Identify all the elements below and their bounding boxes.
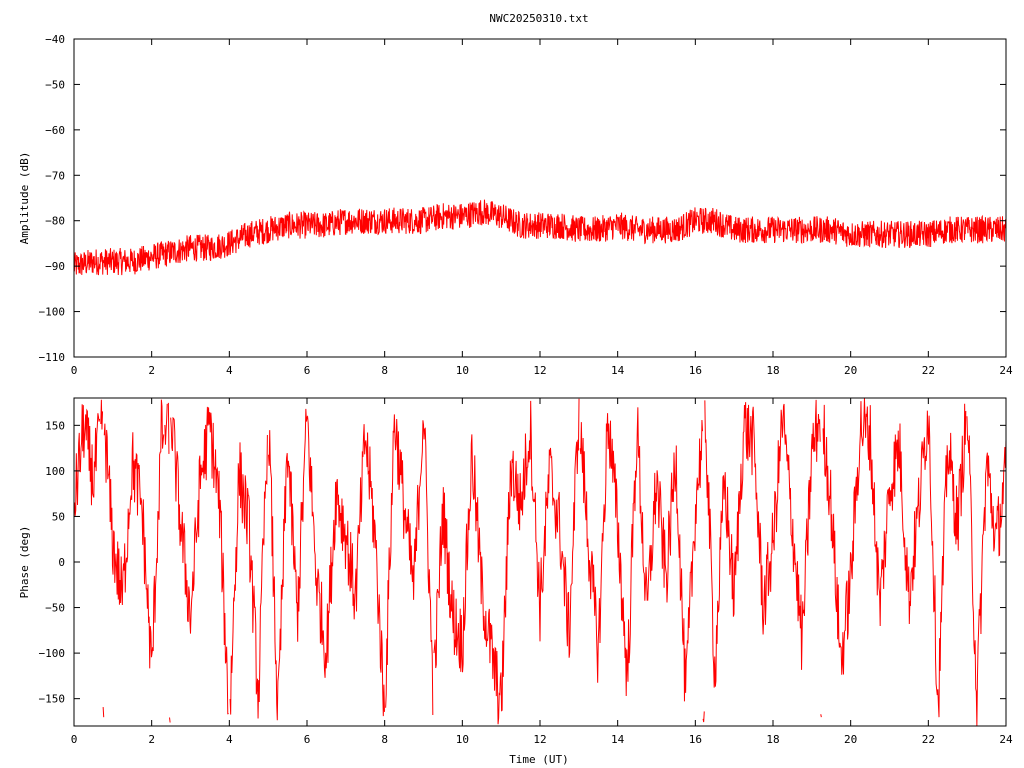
- amplitude-x-tick-label: 16: [689, 364, 702, 377]
- amplitude-x-tick-label: 22: [922, 364, 935, 377]
- time-x-axis-label: Time (UT): [509, 753, 569, 766]
- amplitude-y-axis-label: Amplitude (dB): [18, 152, 31, 245]
- amplitude-x-tick-label: 2: [148, 364, 155, 377]
- amplitude-x-tick-label: 12: [533, 364, 546, 377]
- phase-x-tick-label: 0: [71, 733, 78, 746]
- phase-y-tick-label: 50: [52, 510, 65, 523]
- amplitude-y-tick-label: −70: [45, 169, 65, 182]
- phase-plot-frame: [73, 397, 1007, 727]
- amplitude-y-tick-label: −80: [45, 215, 65, 228]
- amplitude-y-tick-label: −50: [45, 78, 65, 91]
- amplitude-panel: NWC20250310.txt 0 2 4 6 8 10 12 14 16 18 20 22 24−11…: [18, 12, 1013, 377]
- phase-x-tick-label: 14: [611, 733, 625, 746]
- phase-x-tick-label: 4: [226, 733, 233, 746]
- amplitude-x-tick-label: 4: [226, 364, 233, 377]
- amplitude-y-tick-label: −40: [45, 33, 65, 46]
- amplitude-y-tick-label: −100: [39, 306, 66, 319]
- phase-x-tick-label: 6: [304, 733, 311, 746]
- phase-x-tick-label: 10: [456, 733, 469, 746]
- amplitude-y-tick-label: −60: [45, 124, 65, 137]
- phase-y-tick-label: 100: [45, 465, 65, 478]
- phase-y-tick-label: −150: [39, 693, 66, 706]
- phase-y-tick-label: 0: [58, 556, 65, 569]
- amplitude-y-tick-label: −90: [45, 260, 65, 273]
- phase-x-tick-label: 18: [766, 733, 779, 746]
- amplitude-series-line: [73, 199, 1007, 276]
- amplitude-x-tick-label: 0: [71, 364, 78, 377]
- phase-x-tick-label: 20: [844, 733, 857, 746]
- amplitude-trace: [73, 199, 1007, 276]
- phase-ticks: 0 2 4 6 8 10 12 14 16 18 20 22 24−150−100−5005010015…: [39, 398, 1013, 746]
- phase-x-tick-label: 8: [381, 733, 388, 746]
- amplitude-ticks: 0 2 4 6 8 10 12 14 16 18 20 22 24−110−100−90−80−70−6…: [39, 33, 1013, 377]
- phase-y-tick-label: 150: [45, 419, 65, 432]
- phase-x-tick-label: 24: [999, 733, 1013, 746]
- amplitude-x-tick-label: 8: [381, 364, 388, 377]
- amplitude-x-tick-label: 24: [999, 364, 1013, 377]
- amplitude-x-tick-label: 14: [611, 364, 625, 377]
- phase-y-tick-label: −50: [45, 602, 65, 615]
- amplitude-x-tick-label: 10: [456, 364, 469, 377]
- amplitude-x-tick-label: 20: [844, 364, 857, 377]
- phase-y-axis-label: Phase (deg): [18, 526, 31, 599]
- phase-x-tick-label: 12: [533, 733, 546, 746]
- phase-y-tick-label: −100: [39, 647, 66, 660]
- amplitude-x-tick-label: 6: [304, 364, 311, 377]
- amplitude-plot-frame: [73, 38, 1007, 358]
- amplitude-x-tick-label: 18: [766, 364, 779, 377]
- phase-x-tick-label: 2: [148, 733, 155, 746]
- phase-x-tick-label: 22: [922, 733, 935, 746]
- amplitude-y-tick-label: −110: [39, 351, 66, 364]
- phase-panel: 0 2 4 6 8 10 12 14 16 18 20 22 24−150−100−5005010015…: [18, 397, 1013, 766]
- chart-title: NWC20250310.txt: [489, 12, 588, 25]
- phase-x-tick-label: 16: [689, 733, 702, 746]
